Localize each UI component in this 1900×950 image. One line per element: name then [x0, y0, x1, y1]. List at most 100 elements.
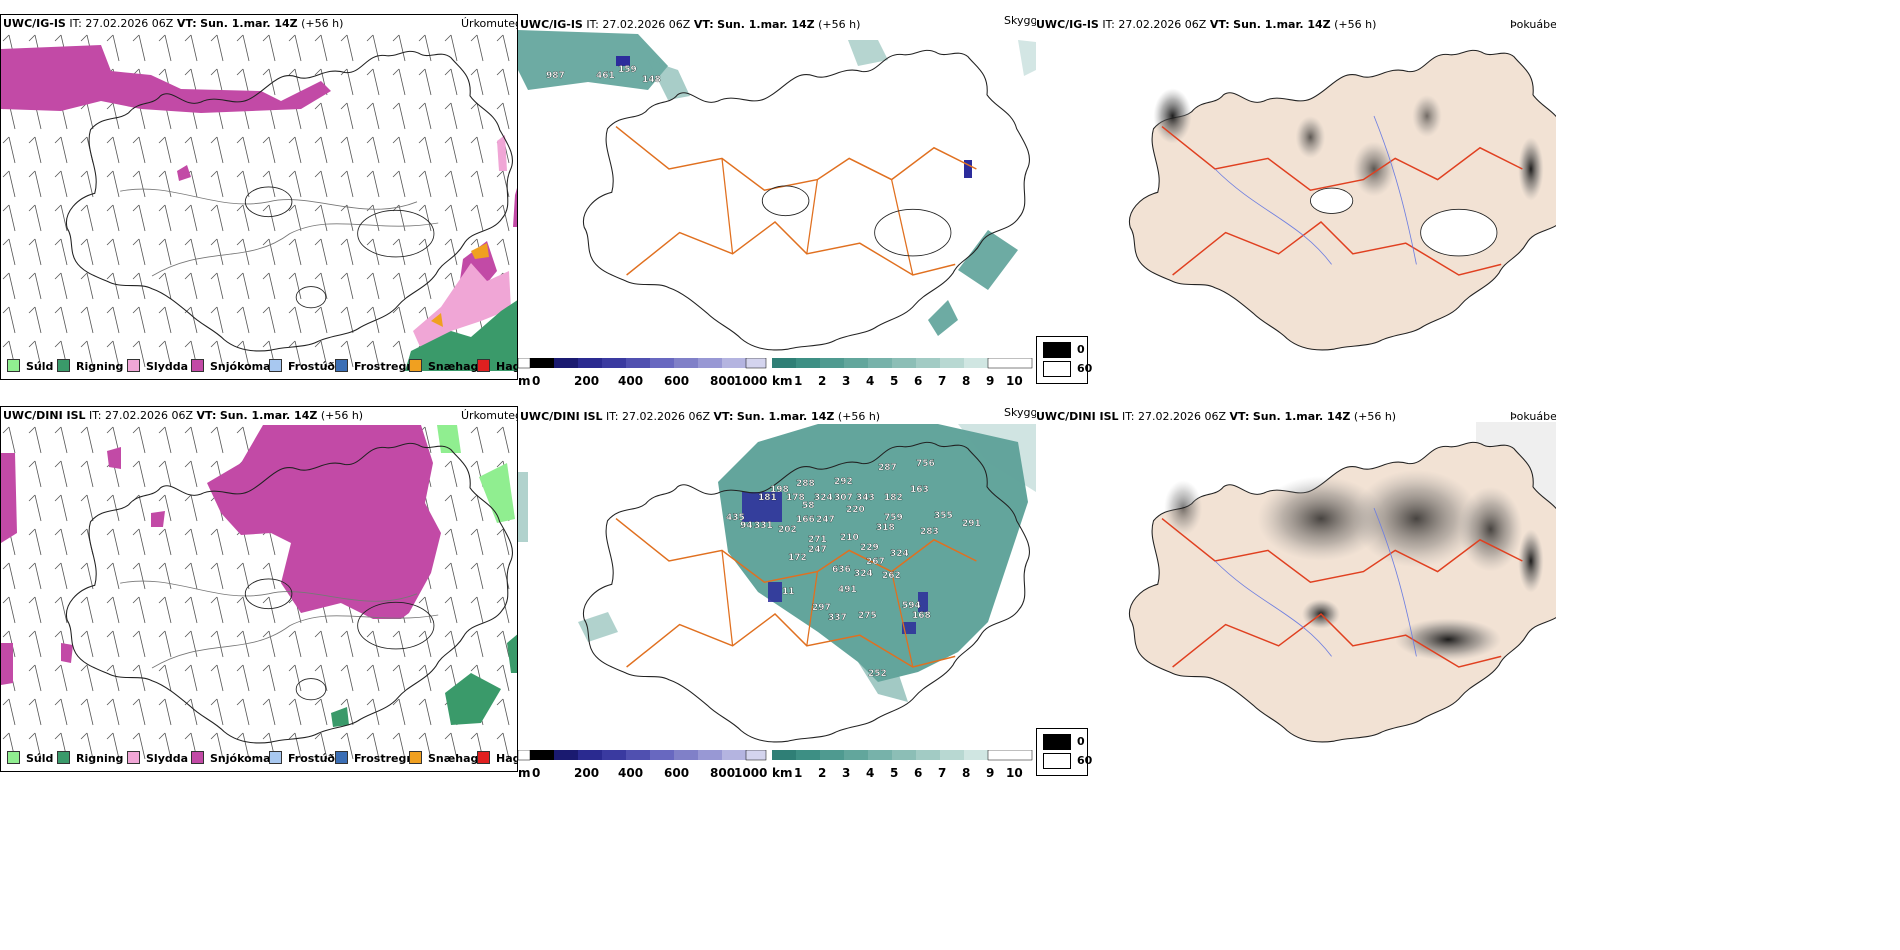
height-colorbar-ramp [518, 358, 767, 369]
cloud-label: 636 [832, 565, 851, 575]
iceland-outline [65, 50, 514, 352]
cloud-label: 163 [910, 485, 929, 495]
cloud-label: 94 [740, 521, 753, 531]
cloud-label: 181 [758, 493, 777, 503]
cloud-panel-row2: UWC/DINI ISL IT: 27.02.2026 06Z VT: Sun.… [518, 406, 1036, 772]
swatch [7, 359, 20, 372]
colorbar-tick: 5 [890, 374, 899, 388]
panel-title: UWC/IG-IS IT: 27.02.2026 06Z VT: Sun. 1.… [520, 18, 861, 31]
fog-legend-label: 0 [1077, 735, 1085, 748]
cloud-label: 159 [618, 65, 637, 75]
panel-field-name: Skyggni [1004, 406, 1036, 419]
cloud-label: 461 [596, 71, 615, 81]
colorbar-tick: 400 [618, 374, 644, 388]
cloud-label: 324 [814, 493, 833, 503]
colorbar-tick: 800 [710, 374, 736, 388]
cloud-label: 987 [546, 71, 565, 81]
cloud-label: 178 [786, 493, 805, 503]
legend-slydda: Slydda [127, 751, 188, 765]
cloud-label: 307 [834, 493, 853, 503]
fog-panel-row2: UWC/DINI ISL IT: 27.02.2026 06Z VT: Sun.… [1036, 406, 1556, 772]
legend-frostudi: Frostúði [269, 751, 339, 765]
colorbar-tick: 6 [914, 374, 923, 388]
cloud-label: 288 [796, 479, 815, 489]
cloud-label: 759 [884, 513, 903, 523]
colorbar-tick: 10 [1006, 766, 1023, 780]
fog-map [1128, 422, 1556, 743]
swatch [409, 751, 422, 764]
cloud-label: 287 [878, 463, 897, 473]
colorbar-tick: 200 [574, 374, 600, 388]
cloud-label: 756 [916, 459, 935, 469]
cloud-label: 324 [890, 549, 909, 559]
fog-swatch-light [1043, 361, 1071, 377]
iceland-outline [582, 49, 1031, 351]
precip-map [1, 31, 517, 371]
cloud-label: 318 [876, 523, 895, 533]
colorbar-unit: km [772, 374, 793, 388]
cloud-label: 172 [788, 553, 807, 563]
fog-legend-row1: 0 60 [1036, 336, 1092, 384]
fog-swatch-dark [1043, 734, 1071, 750]
legend-suld: Súld [7, 359, 53, 373]
fog-panel-row1: UWC/IG-IS IT: 27.02.2026 06Z VT: Sun. 1.… [1036, 14, 1556, 380]
swatch [477, 359, 490, 372]
colorbar-unit: m [518, 374, 531, 388]
legend-snjokoma: Snjókoma [191, 751, 271, 765]
fog-legend-label: 60 [1077, 754, 1093, 767]
cloud-label: 202 [778, 525, 797, 535]
cloud-label: 275 [858, 611, 877, 621]
swatch [409, 359, 422, 372]
cloud-label: 198 [770, 485, 789, 495]
legend-frostudi: Frostúði [269, 359, 339, 373]
low-visibility-area [518, 424, 1036, 702]
rain-area [331, 634, 517, 727]
visibility-colorbar-row1: km 1 2 3 4 5 6 7 8 9 10 [772, 356, 1034, 392]
cloud-label: 262 [882, 571, 901, 581]
colorbar-tick: 1000 [734, 374, 768, 388]
colorbar-tick: 600 [664, 766, 690, 780]
colorbar-tick: 2 [818, 766, 827, 780]
panel-title: UWC/IG-IS IT: 27.02.2026 06Z VT: Sun. 1.… [3, 17, 344, 30]
colorbar-tick: 1 [794, 374, 803, 388]
fog-legend-label: 60 [1077, 362, 1093, 375]
colorbar-unit: m [518, 766, 531, 780]
height-colorbar-row1: m 0 200 400 600 800 1000 [518, 356, 768, 392]
panel-title: UWC/DINI ISL IT: 27.02.2026 06Z VT: Sun.… [520, 410, 881, 423]
colorbar-tick: 7 [938, 766, 947, 780]
cloud-label: 491 [838, 585, 857, 595]
legend-snjokoma: Snjókoma [191, 359, 271, 373]
legend-suld: Súld [7, 751, 53, 765]
cloud-map: 287 756 292 198 288 163 181 178 324 307 … [518, 424, 1036, 743]
cloud-label: 210 [840, 533, 859, 543]
cloud-labels: 287 756 292 198 288 163 181 178 324 307 … [726, 459, 981, 679]
cloud-label: 271 [808, 535, 827, 545]
colorbar-tick: 600 [664, 374, 690, 388]
cloud-label: 331 [754, 521, 773, 531]
cloud-label: 229 [860, 543, 879, 553]
legend-snaehagl: Snæhagl [409, 359, 482, 373]
panel-field-name: Úrkomutegund [461, 409, 517, 422]
legend-frostregn: Frostregn [335, 751, 414, 765]
panel-title: UWC/DINI ISL IT: 27.02.2026 06Z VT: Sun.… [3, 409, 364, 422]
colorbar-tick: 6 [914, 766, 923, 780]
panel-field-name: Þokuábendi [1510, 410, 1556, 423]
swatch [269, 359, 282, 372]
swatch [191, 751, 204, 764]
precip-legend: Súld Rigning Slydda Snjókoma Frostúði Fr… [1, 747, 517, 769]
swatch [191, 359, 204, 372]
swatch [57, 359, 70, 372]
colorbar-unit: km [772, 766, 793, 780]
cloud-label: 297 [812, 603, 831, 613]
cloud-map: 987 461 159 148 [518, 30, 1036, 351]
fog-swatch-dark [1043, 342, 1071, 358]
colorbar-tick: 800 [710, 766, 736, 780]
colorbar-tick: 4 [866, 766, 875, 780]
swatch [269, 751, 282, 764]
swatch [127, 359, 140, 372]
legend-haglel: Haglél [477, 751, 517, 765]
cloud-label: 594 [902, 601, 921, 611]
colorbar-tick: 8 [962, 374, 971, 388]
colorbar-tick: 2 [818, 374, 827, 388]
panel-field-name: Úrkomutegund [461, 17, 517, 30]
